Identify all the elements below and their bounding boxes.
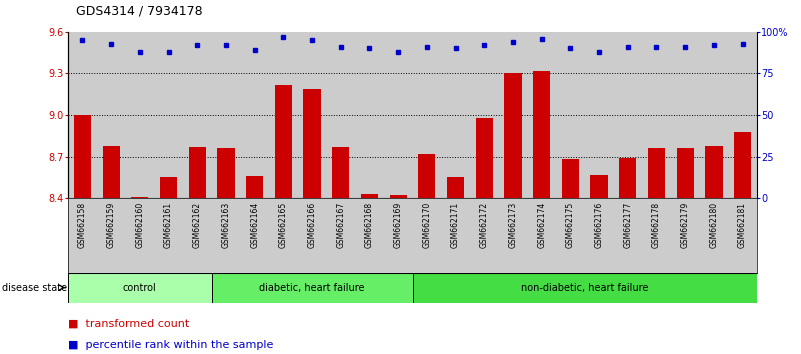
Text: non-diabetic, heart failure: non-diabetic, heart failure xyxy=(521,282,649,293)
Text: GSM662177: GSM662177 xyxy=(623,202,632,248)
Text: GSM662160: GSM662160 xyxy=(135,202,144,248)
Bar xyxy=(533,71,550,198)
Text: GSM662172: GSM662172 xyxy=(480,202,489,248)
Text: GDS4314 / 7934178: GDS4314 / 7934178 xyxy=(76,5,203,18)
Bar xyxy=(246,176,264,198)
Text: GSM662178: GSM662178 xyxy=(652,202,661,248)
Bar xyxy=(131,197,148,198)
Bar xyxy=(189,147,206,198)
Bar xyxy=(332,147,349,198)
Text: disease state: disease state xyxy=(2,282,67,293)
Text: GSM662169: GSM662169 xyxy=(393,202,403,248)
Bar xyxy=(734,132,751,198)
Bar xyxy=(505,74,521,198)
Bar xyxy=(447,177,464,198)
Text: GSM662163: GSM662163 xyxy=(221,202,231,248)
Bar xyxy=(217,148,235,198)
Text: ■  transformed count: ■ transformed count xyxy=(68,319,189,329)
Text: GSM662173: GSM662173 xyxy=(509,202,517,248)
Text: ■  percentile rank within the sample: ■ percentile rank within the sample xyxy=(68,340,273,350)
Text: GSM662180: GSM662180 xyxy=(710,202,718,248)
Bar xyxy=(677,148,694,198)
Bar xyxy=(68,273,211,303)
Bar xyxy=(476,118,493,198)
Bar xyxy=(389,195,407,198)
Text: GSM662175: GSM662175 xyxy=(566,202,575,248)
Bar xyxy=(418,154,436,198)
Bar xyxy=(275,85,292,198)
Bar xyxy=(360,194,378,198)
Text: GSM662168: GSM662168 xyxy=(365,202,374,248)
Bar xyxy=(413,273,757,303)
Text: GSM662161: GSM662161 xyxy=(164,202,173,248)
Text: GSM662165: GSM662165 xyxy=(279,202,288,248)
Bar xyxy=(103,145,120,198)
Bar xyxy=(590,175,608,198)
Bar xyxy=(74,115,91,198)
Bar xyxy=(304,89,320,198)
Bar xyxy=(562,159,579,198)
Bar xyxy=(648,148,665,198)
Text: GSM662158: GSM662158 xyxy=(78,202,87,248)
Text: diabetic, heart failure: diabetic, heart failure xyxy=(260,282,364,293)
Text: GSM662166: GSM662166 xyxy=(308,202,316,248)
Text: GSM662174: GSM662174 xyxy=(537,202,546,248)
Text: GSM662164: GSM662164 xyxy=(250,202,260,248)
Text: GSM662167: GSM662167 xyxy=(336,202,345,248)
Bar xyxy=(160,177,177,198)
Text: GSM662159: GSM662159 xyxy=(107,202,115,248)
Bar xyxy=(705,145,723,198)
Bar xyxy=(619,158,636,198)
Text: GSM662176: GSM662176 xyxy=(594,202,604,248)
Text: control: control xyxy=(123,282,157,293)
Text: GSM662171: GSM662171 xyxy=(451,202,460,248)
Text: GSM662179: GSM662179 xyxy=(681,202,690,248)
Text: GSM662162: GSM662162 xyxy=(193,202,202,248)
Text: GSM662181: GSM662181 xyxy=(738,202,747,248)
Bar xyxy=(211,273,413,303)
Text: GSM662170: GSM662170 xyxy=(422,202,432,248)
